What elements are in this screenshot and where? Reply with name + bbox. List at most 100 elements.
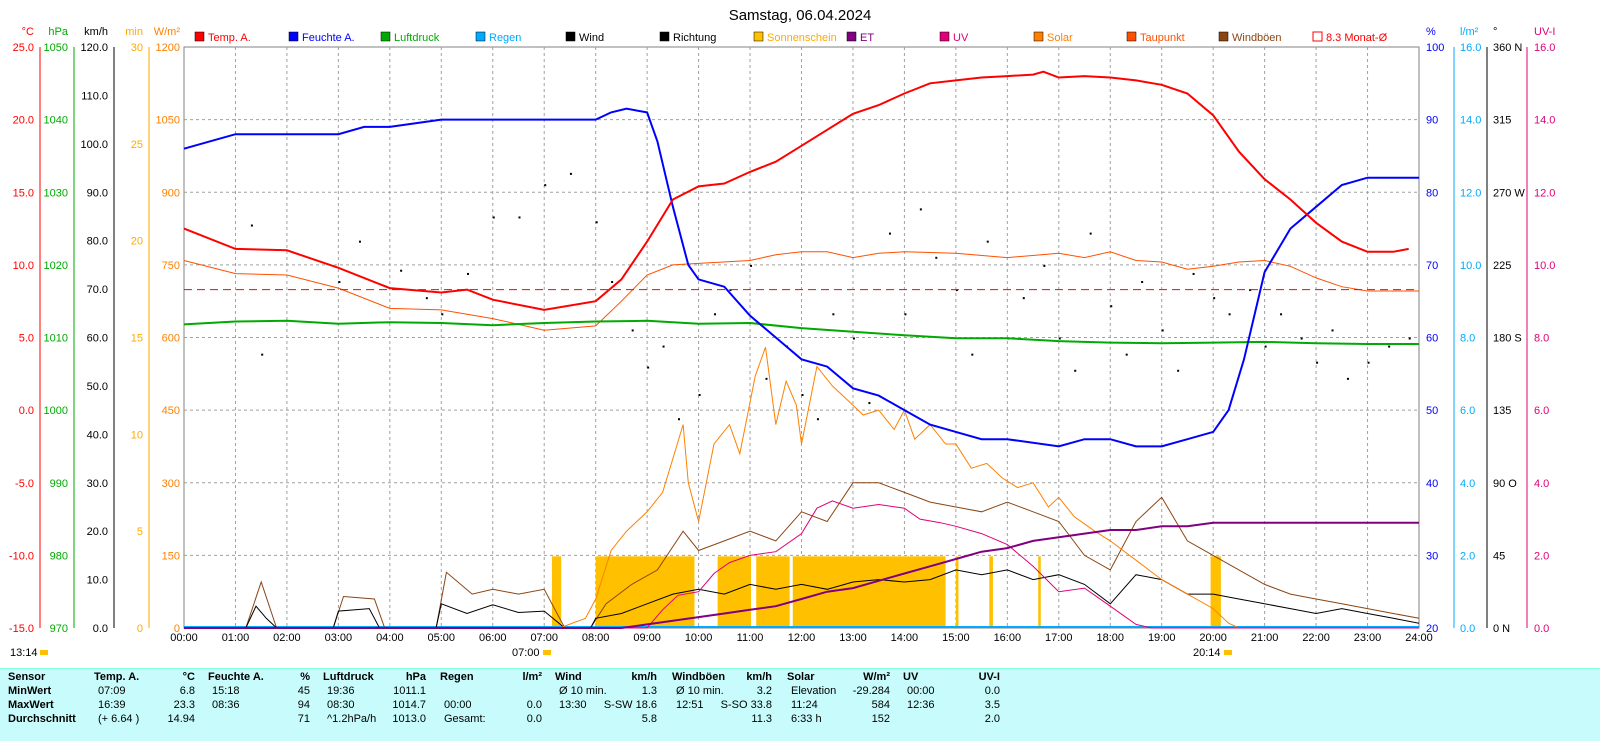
- stats-value: 45: [297, 685, 310, 697]
- right-axis-tick: 270 W: [1493, 187, 1525, 199]
- sunset-marker-icon: [1224, 650, 1232, 655]
- direction-point: [544, 184, 547, 187]
- time-tick-label: 15:00: [942, 632, 970, 644]
- time-axis: 00:00 01:00 02:00 03:00 04:00 05:00 06:00 07:00…: [170, 632, 1433, 644]
- stats-time: 16:39: [98, 699, 126, 711]
- et-line: [184, 521, 1419, 629]
- left-axis-tick: 600: [162, 333, 180, 345]
- left-axis-tick: 900: [162, 187, 180, 199]
- direction-point: [1022, 297, 1025, 300]
- time-tick-label: 09:00: [633, 632, 661, 644]
- stats-time: 11:24: [791, 699, 818, 711]
- right-axis-tick: 360 N: [1493, 42, 1522, 54]
- stats-time: ^1.2hPa/h: [327, 713, 377, 725]
- left-axis-tick: 1050: [156, 115, 180, 127]
- stats-value: 3.5: [984, 699, 1000, 711]
- right-axis-unit: UV-I: [1534, 26, 1555, 38]
- stats-row-label: Durchschnitt: [8, 713, 76, 725]
- stats-value: 5.8: [641, 713, 657, 725]
- legend-swatch: [475, 31, 486, 42]
- left-axis-unit: min: [125, 26, 143, 38]
- direction-point: [1367, 361, 1370, 364]
- right-axis-tick: 10.0: [1460, 260, 1481, 272]
- stats-header-unit: W/m²: [863, 671, 890, 683]
- right-axis-tick: 14.0: [1534, 115, 1555, 127]
- direction-point: [729, 289, 732, 292]
- right-axis-tick: 90 O: [1493, 478, 1517, 490]
- legend-label: Wind: [579, 32, 604, 44]
- time-tick-label: 24:00: [1405, 632, 1433, 644]
- stats-value: 0.0: [526, 713, 542, 725]
- sunshine-bar: [717, 556, 752, 628]
- left-axis-tick: 120.0: [80, 42, 108, 54]
- right-axis-tick: 14.0: [1460, 115, 1481, 127]
- direction-point: [935, 256, 938, 259]
- left-axes: °C 25.0 20.0 15.0 10.0 5.0 0.0 -5.0 -10.0 -15.0 hP…: [9, 26, 185, 635]
- start-time-label: 13:14: [10, 647, 38, 659]
- right-axis-tick: 0.0: [1534, 623, 1549, 635]
- right-axis-tick: 2.0: [1534, 550, 1549, 562]
- legend-swatch: [659, 31, 670, 42]
- stats-header: Wind: [555, 671, 582, 683]
- stats-header-unit: °C: [182, 671, 195, 683]
- direction-point: [714, 313, 717, 316]
- stats-value: 11.3: [751, 713, 772, 725]
- stats-time: 15:18: [212, 685, 240, 697]
- direction-point: [662, 345, 665, 348]
- direction-point: [1388, 345, 1391, 348]
- direction-point: [1408, 337, 1411, 340]
- chart-title: Samstag, 06.04.2024: [729, 7, 872, 24]
- legend-label: Feuchte A.: [302, 32, 355, 44]
- stats-time: 08:36: [212, 699, 240, 711]
- stats-time: 6:33 h: [791, 713, 822, 725]
- direction-point: [1213, 297, 1216, 300]
- stats-value: 6.8: [179, 685, 195, 697]
- left-axis-tick: 40.0: [87, 429, 108, 441]
- left-axis-tick: 15.0: [13, 187, 34, 199]
- sunrise-label: 07:00: [512, 647, 540, 659]
- time-tick-label: 11:00: [737, 632, 764, 644]
- right-axis-tick: 90: [1426, 115, 1438, 127]
- left-axis-tick: 970: [50, 623, 68, 635]
- left-axis-tick: 100.0: [80, 139, 108, 151]
- stats-header-unit: hPa: [405, 671, 426, 683]
- stats-header: Solar: [787, 671, 815, 683]
- left-axis-unit: km/h: [84, 26, 108, 38]
- stats-header: Temp. A.: [94, 671, 140, 683]
- stats-header: Windböen: [672, 671, 726, 683]
- direction-point: [971, 353, 974, 356]
- stats-value: 23.3: [173, 699, 195, 711]
- direction-point: [338, 281, 341, 284]
- left-axis-unit: W/m²: [154, 26, 181, 38]
- legend-label: Richtung: [673, 32, 716, 44]
- stats-header: Luftdruck: [323, 671, 374, 683]
- left-axis-tick: 300: [162, 478, 180, 490]
- stats-value: 1.3: [641, 685, 657, 697]
- legend-swatch: [1033, 31, 1044, 42]
- time-tick-label: 22:00: [1302, 632, 1330, 644]
- legend-swatch: [939, 31, 950, 42]
- stats-value: 94: [297, 699, 310, 711]
- direction-point: [1331, 329, 1334, 332]
- stats-time: 00:00: [907, 685, 935, 697]
- left-axis-tick: 1020: [44, 260, 68, 272]
- stats-header: Regen: [440, 671, 474, 683]
- direction-point: [518, 216, 521, 219]
- series-lines: [183, 70, 1420, 629]
- stats-row-label: MaxWert: [8, 699, 54, 711]
- chart-legend: Temp. A. Feuchte A. Luftdruck Regen Wind Rich…: [194, 31, 1388, 44]
- right-axis-tick: 0 N: [1493, 623, 1510, 635]
- stats-header-unit: km/h: [631, 671, 657, 683]
- stats-time: Gesamt:: [444, 713, 486, 725]
- stats-time: 07:09: [98, 685, 126, 697]
- left-axis-tick: 20.0: [87, 526, 108, 538]
- sunrise-marker-icon: [543, 650, 551, 655]
- sunshine-bar: [1210, 556, 1221, 628]
- stats-time: (+ 6.64 ): [98, 713, 140, 725]
- time-tick-label: 20:00: [1199, 632, 1227, 644]
- direction-point: [647, 366, 650, 369]
- direction-point: [888, 232, 891, 235]
- right-axis-tick: 40: [1426, 478, 1438, 490]
- sunshine-bar: [792, 556, 946, 628]
- left-axis-unit: hPa: [48, 26, 68, 38]
